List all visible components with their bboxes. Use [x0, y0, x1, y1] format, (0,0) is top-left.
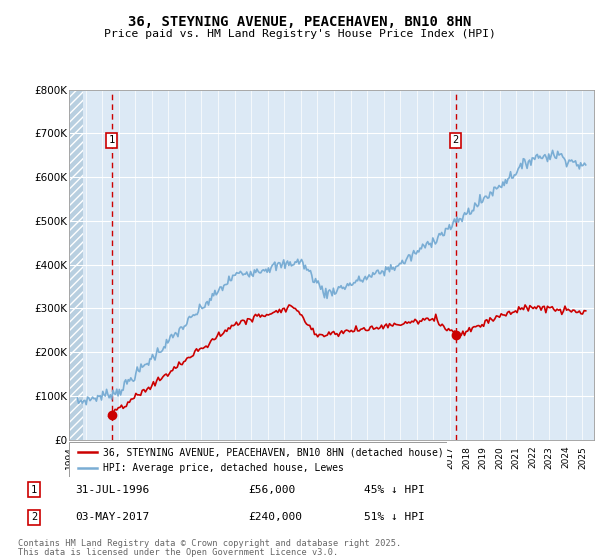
Text: HPI: Average price, detached house, Lewes: HPI: Average price, detached house, Lewe… [103, 463, 344, 473]
Text: 2: 2 [31, 512, 37, 522]
Text: 1: 1 [109, 136, 115, 146]
Text: 31-JUL-1996: 31-JUL-1996 [76, 484, 150, 494]
Text: 36, STEYNING AVENUE, PEACEHAVEN, BN10 8HN (detached house): 36, STEYNING AVENUE, PEACEHAVEN, BN10 8H… [103, 447, 444, 457]
Text: 45% ↓ HPI: 45% ↓ HPI [364, 484, 424, 494]
Text: Price paid vs. HM Land Registry's House Price Index (HPI): Price paid vs. HM Land Registry's House … [104, 29, 496, 39]
Text: 51% ↓ HPI: 51% ↓ HPI [364, 512, 424, 522]
Text: £240,000: £240,000 [248, 512, 302, 522]
Bar [69, 90, 83, 440]
Text: Contains HM Land Registry data © Crown copyright and database right 2025.: Contains HM Land Registry data © Crown c… [18, 539, 401, 548]
Text: 2: 2 [452, 136, 458, 146]
Text: 03-MAY-2017: 03-MAY-2017 [76, 512, 150, 522]
Text: 36, STEYNING AVENUE, PEACEHAVEN, BN10 8HN: 36, STEYNING AVENUE, PEACEHAVEN, BN10 8H… [128, 15, 472, 29]
Text: £56,000: £56,000 [248, 484, 296, 494]
Text: This data is licensed under the Open Government Licence v3.0.: This data is licensed under the Open Gov… [18, 548, 338, 557]
Text: 1: 1 [31, 484, 37, 494]
